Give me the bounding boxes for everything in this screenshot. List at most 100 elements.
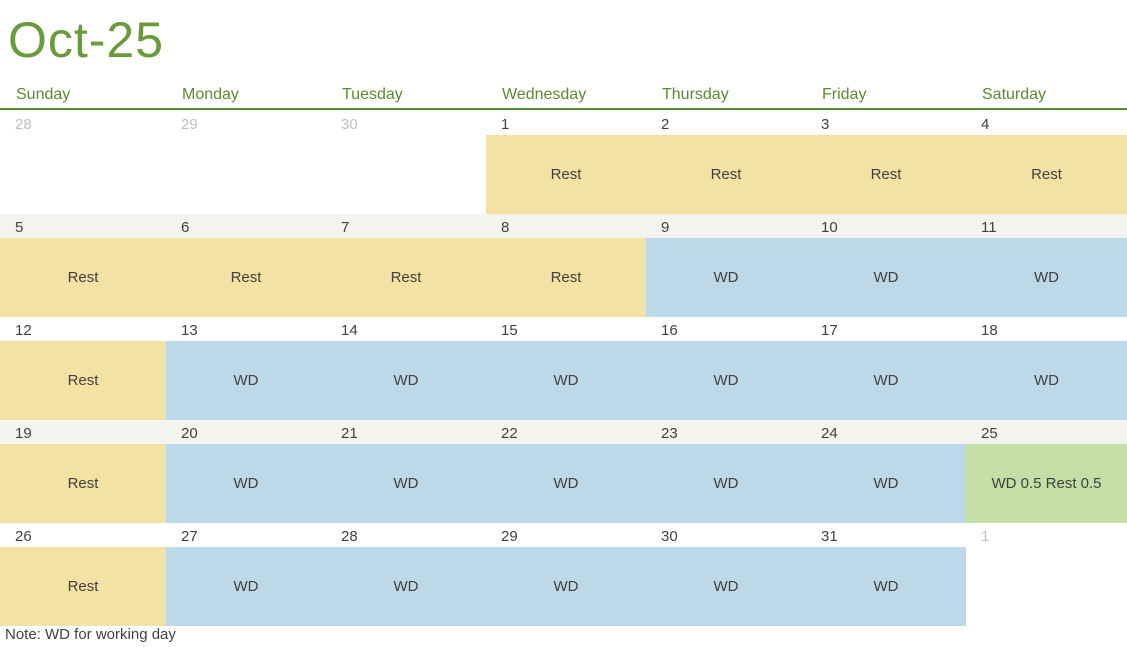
day-number: 27 [181, 528, 198, 545]
day-number: 5 [15, 219, 24, 236]
day-cell[interactable]: 4 Rest [966, 111, 1127, 214]
day-cell[interactable]: 2 Rest [646, 111, 806, 214]
day-cell[interactable]: 17 WD [806, 317, 966, 420]
day-cell[interactable]: 28 [0, 111, 166, 214]
day-cell[interactable]: 30 [326, 111, 486, 214]
day-cell[interactable]: 3 Rest [806, 111, 966, 214]
working-day-label: WD [646, 341, 806, 420]
day-number: 8 [501, 219, 510, 236]
working-day-label: WD [326, 444, 486, 523]
day-number: 20 [181, 425, 198, 442]
week-row: 5 Rest 6 Rest 7 Rest 8 Rest 9 WD 10 WD 11 WD [0, 214, 1127, 317]
working-day-label: WD [326, 547, 486, 626]
week-number-band [0, 214, 1127, 238]
day-number-outside-month: 28 [15, 116, 32, 133]
day-cell[interactable]: 14 WD [326, 317, 486, 420]
day-number: 19 [15, 425, 32, 442]
day-number: 23 [661, 425, 678, 442]
rest-day-label: Rest [486, 135, 646, 214]
working-day-label: WD [166, 547, 326, 626]
rest-day-label: Rest [0, 547, 166, 626]
weekday-monday: Monday [182, 86, 239, 103]
working-day-label: WD [326, 341, 486, 420]
day-number: 16 [661, 322, 678, 339]
day-number: 9 [661, 219, 670, 236]
working-day-label: WD [646, 547, 806, 626]
day-cell[interactable]: 12 Rest [0, 317, 166, 420]
working-day-label: WD [806, 547, 966, 626]
day-number: 2 [661, 116, 670, 133]
week-row: 12 Rest 13 WD 14 WD 15 WD 16 WD 17 WD 18 WD [0, 317, 1127, 420]
day-cell[interactable]: 30 WD [646, 523, 806, 626]
day-number: 11 [981, 219, 997, 236]
day-number-outside-month: 30 [341, 116, 358, 133]
day-number: 28 [341, 528, 358, 545]
week-row: 19 Rest 20 WD 21 WD 22 WD 23 WD 24 WD 25 WD 0.5 Rest … [0, 420, 1127, 523]
day-cell[interactable]: 1 Rest [486, 111, 646, 214]
day-cell[interactable]: 6 Rest [166, 214, 326, 317]
working-day-label: WD [166, 341, 326, 420]
day-number: 1 [501, 116, 510, 133]
weekday-tuesday: Tuesday [342, 86, 403, 103]
day-cell[interactable]: 18 WD [966, 317, 1127, 420]
weekday-friday: Friday [822, 86, 867, 103]
footnote: Note: WD for working day [5, 626, 176, 643]
rest-day-label: Rest [0, 444, 166, 523]
day-cell[interactable]: 1 [966, 523, 1127, 626]
day-cell[interactable]: 11 WD [966, 214, 1127, 317]
day-cell[interactable]: 21 WD [326, 420, 486, 523]
day-number: 25 [981, 425, 998, 442]
day-number-outside-month: 29 [181, 116, 198, 133]
day-number: 14 [341, 322, 358, 339]
day-cell[interactable]: 8 Rest [486, 214, 646, 317]
day-cell[interactable]: 31 WD [806, 523, 966, 626]
day-cell[interactable]: 26 Rest [0, 523, 166, 626]
day-cell[interactable]: 9 WD [646, 214, 806, 317]
day-cell[interactable]: 29 [166, 111, 326, 214]
day-number: 21 [341, 425, 358, 442]
day-number: 7 [341, 219, 350, 236]
rest-day-label: Rest [0, 238, 166, 317]
rest-day-label: Rest [0, 341, 166, 420]
day-cell[interactable]: 13 WD [166, 317, 326, 420]
week-number-band [0, 420, 1127, 444]
day-cell[interactable]: 22 WD [486, 420, 646, 523]
week-row: 26 Rest 27 WD 28 WD 29 WD 30 WD 31 WD 1 [0, 523, 1127, 626]
weekday-wednesday: Wednesday [502, 86, 587, 103]
day-number: 18 [981, 322, 998, 339]
weekday-saturday: Saturday [982, 86, 1047, 103]
day-cell[interactable]: 29 WD [486, 523, 646, 626]
working-day-label: WD [166, 444, 326, 523]
day-number: 30 [661, 528, 678, 545]
day-cell[interactable]: 28 WD [326, 523, 486, 626]
calendar-title: Oct-25 [8, 12, 165, 68]
day-cell[interactable]: 24 WD [806, 420, 966, 523]
day-cell[interactable]: 10 WD [806, 214, 966, 317]
day-number: 13 [181, 322, 198, 339]
day-cell[interactable]: 23 WD [646, 420, 806, 523]
day-cell[interactable]: 27 WD [166, 523, 326, 626]
weekday-thursday: Thursday [662, 86, 729, 103]
working-day-label: WD [646, 238, 806, 317]
day-cell[interactable]: 25 WD 0.5 Rest 0.5 [966, 420, 1127, 523]
day-cell[interactable]: 20 WD [166, 420, 326, 523]
rest-day-label: Rest [966, 135, 1127, 214]
day-cell[interactable]: 7 Rest [326, 214, 486, 317]
working-day-label: WD [806, 341, 966, 420]
rest-day-label: Rest [326, 238, 486, 317]
working-day-label: WD [966, 341, 1127, 420]
day-number: 17 [821, 322, 838, 339]
working-day-label: WD [966, 238, 1127, 317]
day-number: 10 [821, 219, 838, 236]
weekday-header: Sunday Monday Tuesday Wednesday Thursday… [0, 84, 1127, 110]
working-day-label: WD [806, 444, 966, 523]
day-number-outside-month: 1 [981, 528, 990, 545]
rest-day-label: Rest [166, 238, 326, 317]
day-cell[interactable]: 5 Rest [0, 214, 166, 317]
day-cell[interactable]: 19 Rest [0, 420, 166, 523]
rest-day-label: Rest [646, 135, 806, 214]
day-cell[interactable]: 16 WD [646, 317, 806, 420]
day-number: 22 [501, 425, 518, 442]
day-cell[interactable]: 15 WD [486, 317, 646, 420]
working-day-label: WD [646, 444, 806, 523]
